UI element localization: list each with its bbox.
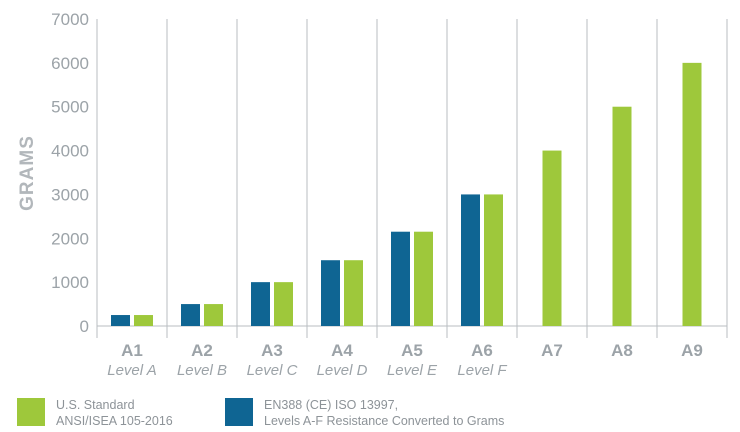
x-tick-label: A5 <box>401 341 423 360</box>
legend-text-en388: EN388 (CE) ISO 13997, Levels A-F Resista… <box>264 397 504 429</box>
legend-swatch-us-standard <box>17 398 45 426</box>
legend-us-standard: U.S. Standard ANSI/ISEA 105-2016 <box>17 397 173 429</box>
legend-swatch-en388 <box>225 398 253 426</box>
bar-en388-a4 <box>321 260 340 326</box>
y-tick-label: 1000 <box>51 273 89 292</box>
legend-us-standard-line2: ANSI/ISEA 105-2016 <box>56 414 173 428</box>
y-tick-label: 6000 <box>51 54 89 73</box>
x-tick-label: A2 <box>191 341 213 360</box>
y-tick-label: 2000 <box>51 229 89 248</box>
bar-us-standard-a4 <box>344 260 363 326</box>
bar-en388-a2 <box>181 304 200 326</box>
bar-us-standard-a5 <box>414 231 433 326</box>
bar-us-standard-a9 <box>682 62 702 326</box>
x-tick-label: A6 <box>471 341 493 360</box>
y-axis-ticks: 0 1000 2000 3000 4000 5000 6000 7000 <box>51 10 89 336</box>
bar-us-standard-a3 <box>274 282 293 326</box>
x-axis-labels: A1 Level A A2 Level B A3 Level C A4 Level D A5 Le… <box>107 341 703 379</box>
x-tick-label: A3 <box>261 341 283 360</box>
x-tick-sublabel: Level D <box>317 362 368 379</box>
y-tick-label: 7000 <box>51 10 89 29</box>
x-tick-label: A4 <box>331 341 353 360</box>
legend-en388-line1: EN388 (CE) ISO 13997, <box>264 398 399 412</box>
legend-us-standard-line1: U.S. Standard <box>56 398 135 412</box>
y-tick-label: 4000 <box>51 142 89 161</box>
bar-en388-a5 <box>391 231 410 326</box>
y-tick-label: 3000 <box>51 185 89 204</box>
x-tick-sublabel: Level E <box>387 362 438 379</box>
x-tick-sublabel: Level F <box>457 362 507 379</box>
bar-us-standard-a6 <box>484 194 503 326</box>
y-tick-label: 0 <box>80 317 89 336</box>
bar-us-standard-a8 <box>612 106 632 326</box>
bars <box>111 62 702 326</box>
y-tick-label: 5000 <box>51 98 89 117</box>
x-tick-sublabel: Level B <box>177 362 227 379</box>
y-axis-title: GRAMS <box>17 135 38 211</box>
chart-grid <box>96 19 728 338</box>
bar-us-standard-a7 <box>542 150 562 326</box>
bar-us-standard-a2 <box>204 304 223 326</box>
x-tick-sublabel: Level C <box>247 362 298 379</box>
bar-en388-a1 <box>111 315 130 326</box>
x-tick-label: A8 <box>611 341 633 360</box>
legend-en388-line2: Levels A-F Resistance Converted to Grams <box>264 414 505 428</box>
x-tick-label: A1 <box>121 341 143 360</box>
bar-en388-a6 <box>461 194 480 326</box>
legend-text-us-standard: U.S. Standard ANSI/ISEA 105-2016 <box>56 397 173 429</box>
x-tick-sublabel: Level A <box>107 362 156 379</box>
bar-chart: GRAMS 0 1000 2000 3000 4000 5000 6000 7000 A1 Le… <box>17 10 728 379</box>
x-tick-label: A7 <box>541 341 563 360</box>
x-tick-label: A9 <box>681 341 703 360</box>
bar-en388-a3 <box>251 282 270 326</box>
legend-en388: EN388 (CE) ISO 13997, Levels A-F Resista… <box>225 397 504 429</box>
bar-us-standard-a1 <box>134 315 153 326</box>
